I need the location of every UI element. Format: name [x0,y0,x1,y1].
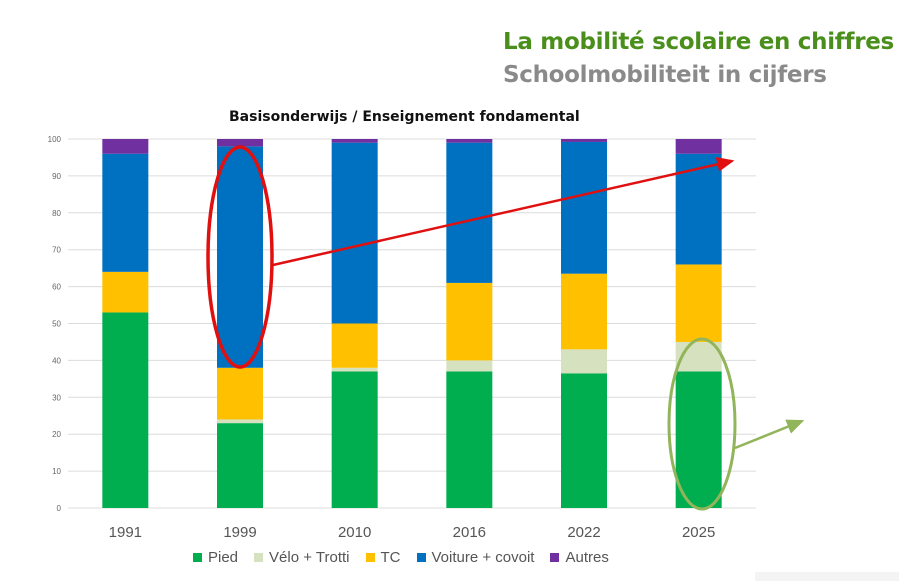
y-tick-label: 20 [52,430,61,439]
bar-segment-tc-1999 [217,367,263,420]
bar-segment-v-lo-trotti-2010 [331,367,378,372]
highlight-ellipse-2025 [667,337,737,511]
bar-segment-tc-1991 [102,271,149,313]
legend-label: Voiture + covoit [431,549,535,566]
legend-item: Vélo + Trotti [254,549,350,566]
bar-segment-pied-2025 [675,371,722,508]
bar-segment-v-lo-trotti-2022 [561,349,607,374]
bar-stack-2010 [331,139,378,508]
legend-item: TC [365,549,401,566]
bar-segment-pied-2022 [561,373,607,508]
legend-label: Autres [565,549,609,566]
bar-segment-pied-2016 [446,371,493,508]
bar-segment-voiture-covoit-1999 [217,146,263,368]
x-tick-label: 2025 [682,524,715,541]
legend-swatch [416,553,426,562]
x-tick-label: 1991 [109,524,142,541]
y-tick-label: 90 [52,172,61,181]
legend-swatch [365,553,375,562]
bar-segment-v-lo-trotti-1999 [217,419,263,424]
bar-segment-v-lo-trotti-2016 [446,360,493,372]
bar-segment-tc-2016 [446,282,493,361]
bar-segment-voiture-covoit-2016 [446,142,493,283]
bar-segment-pied-2010 [331,371,378,508]
x-axis-ticks: 1991 1999 2010 2016 2022 2025 [109,524,716,541]
legend-swatch [254,553,264,562]
legend-label: Pied [208,549,239,566]
x-tick-label: 1999 [223,524,256,541]
bar-segment-autres-2022 [561,139,607,142]
y-tick-label: 0 [57,504,62,513]
legend-item: Autres [550,549,609,566]
bar-segment-pied-1999 [217,423,263,508]
y-tick-label: 80 [52,209,61,218]
legend-item: Voiture + covoit [416,549,535,566]
bar-stack-2025 [675,139,722,508]
legend-item: Pied [193,549,238,566]
bar-segment-voiture-covoit-2010 [331,142,378,324]
bar-segment-tc-2025 [675,264,722,342]
bar-segment-pied-1991 [102,312,149,508]
y-tick-label: 100 [48,135,62,144]
trend-arrow-red [272,157,735,267]
legend-label: Vélo + Trotti [269,549,350,566]
bar-segment-autres-2016 [446,139,493,143]
bar-stack-2022 [561,139,607,508]
bar-segment-tc-2010 [331,323,378,368]
page-subtitle: Schoolmobiliteit in cijfers [503,62,827,88]
footer-box [755,572,899,581]
y-tick-label: 40 [52,356,61,365]
highlight-ellipse-1999 [206,145,274,369]
bar-segment-voiture-covoit-2022 [561,141,607,274]
y-tick-label: 60 [52,283,61,292]
bar-stack-2016 [446,139,493,508]
y-axis-ticks: 0 10 20 30 40 50 60 70 80 90 100 [48,135,62,513]
legend-swatch [550,553,560,562]
bar-stack-1999 [217,139,263,508]
y-tick-label: 30 [52,393,61,402]
page-title: La mobilité scolaire en chiffres [503,29,894,55]
bar-segment-tc-2022 [561,273,607,350]
x-tick-label: 2016 [453,524,486,541]
bar-segment-autres-2025 [675,139,722,154]
annotations [206,145,805,511]
chart-title: Basisonderwijs / Enseignement fondamenta… [229,109,580,125]
y-tick-label: 10 [52,467,61,476]
trend-arrow-green [734,419,805,450]
y-tick-label: 50 [52,320,61,329]
legend-swatch [193,553,202,562]
bar-segment-voiture-covoit-2025 [675,153,722,265]
bar-segment-autres-1999 [217,139,263,147]
bar-segment-autres-1991 [102,139,149,154]
x-tick-label: 2010 [338,524,371,541]
gridlines [68,138,756,509]
bar-segment-autres-2010 [331,139,378,143]
x-tick-label: 2022 [567,524,600,541]
y-tick-label: 70 [52,246,61,255]
bar-segment-voiture-covoit-1991 [102,153,149,272]
chart-legend: Pied Vélo + Trotti TC Voiture + covoit Autre… [193,549,625,566]
bars [102,139,722,508]
bar-stack-1991 [102,139,149,508]
legend-label: TC [380,549,401,566]
